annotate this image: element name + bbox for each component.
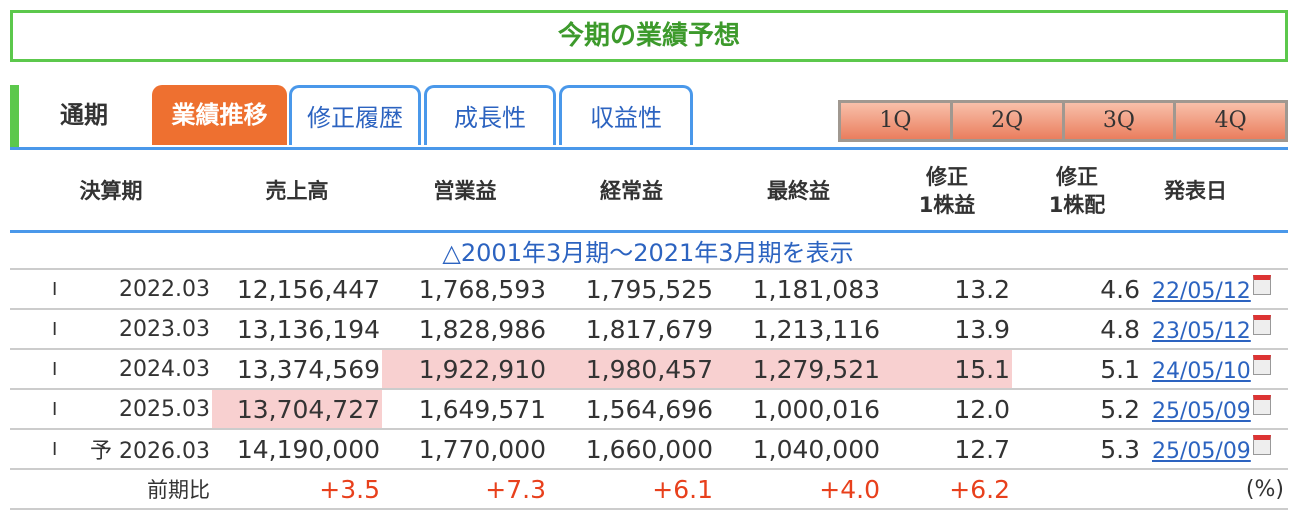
div-cell: 4.6 bbox=[1012, 269, 1142, 310]
div-cell: 5.2 bbox=[1012, 389, 1142, 430]
sales-cell: 13,704,727 bbox=[212, 389, 382, 430]
header-sales: 売上高 bbox=[265, 178, 329, 203]
op-cell: 1,922,910 bbox=[382, 349, 548, 390]
period-value: 2022.03 bbox=[119, 276, 210, 302]
sales-cell: 12,156,447 bbox=[212, 269, 382, 310]
sales-cell: 13,136,194 bbox=[212, 309, 382, 350]
date-cell: 22/05/12 bbox=[1142, 269, 1288, 310]
table-row: I 2023.03 13,136,194 1,828,986 1,817,679 1,2… bbox=[10, 309, 1288, 350]
eps-cell: 15.1 bbox=[882, 349, 1012, 390]
table-row: I 2024.03 13,374,569 1,922,910 1,980,457 1,2… bbox=[10, 349, 1288, 390]
earnings-table: 決算期 売上高 営業益 経常益 最終益 修正 1株益 修正 1株配 発表日 △2001年3月期… bbox=[10, 151, 1288, 510]
header-period: 決算期 bbox=[79, 178, 143, 203]
row-marker: I bbox=[10, 309, 70, 350]
date-cell: 25/05/09 bbox=[1142, 429, 1288, 470]
header-announce-date: 発表日 bbox=[1164, 178, 1227, 203]
sales-cell: 14,190,000 bbox=[212, 429, 382, 470]
announce-date-link[interactable]: 25/05/09 bbox=[1152, 438, 1251, 464]
pdf-icon[interactable] bbox=[1252, 354, 1271, 375]
date-cell: 25/05/09 bbox=[1142, 389, 1288, 430]
ratio-op: +7.3 bbox=[382, 469, 548, 510]
header-net-profit: 最終益 bbox=[767, 178, 830, 203]
ratio-label: 前期比 bbox=[10, 469, 212, 510]
tab-performance-trend[interactable]: 業績推移 bbox=[152, 85, 287, 145]
announce-date-link[interactable]: 25/05/09 bbox=[1152, 398, 1251, 424]
period-value: 2023.03 bbox=[119, 316, 210, 342]
eps-cell: 13.9 bbox=[882, 309, 1012, 350]
eps-cell: 12.0 bbox=[882, 389, 1012, 430]
op-cell: 1,828,986 bbox=[382, 309, 548, 350]
row-marker: I bbox=[10, 429, 70, 470]
header-revised-dividend: 修正 1株配 bbox=[1048, 164, 1106, 217]
net-cell: 1,000,016 bbox=[715, 389, 882, 430]
ratio-net: +4.0 bbox=[715, 469, 882, 510]
eps-cell: 12.7 bbox=[882, 429, 1012, 470]
period-cell: 2022.03 bbox=[70, 269, 212, 310]
ord-cell: 1,817,679 bbox=[548, 309, 715, 350]
date-cell: 23/05/12 bbox=[1142, 309, 1288, 350]
ord-cell: 1,660,000 bbox=[548, 429, 715, 470]
ord-cell: 1,795,525 bbox=[548, 269, 715, 310]
announce-date-link[interactable]: 22/05/12 bbox=[1152, 278, 1251, 304]
announce-date-link[interactable]: 23/05/12 bbox=[1152, 318, 1251, 344]
header-ordinary-profit: 経常益 bbox=[600, 178, 663, 203]
period-value: 2025.03 bbox=[119, 396, 210, 422]
sales-cell: 13,374,569 bbox=[212, 349, 382, 390]
tab-growth[interactable]: 成長性 bbox=[424, 85, 556, 145]
pdf-icon[interactable] bbox=[1252, 434, 1271, 455]
op-cell: 1,768,593 bbox=[382, 269, 548, 310]
ratio-sales: +3.5 bbox=[212, 469, 382, 510]
q2-button[interactable]: 2Q bbox=[952, 103, 1062, 139]
div-cell: 5.1 bbox=[1012, 349, 1142, 390]
table-row: I 2025.03 13,704,727 1,649,571 1,564,696 1,0… bbox=[10, 389, 1288, 430]
ratio-eps: +6.2 bbox=[882, 469, 1012, 510]
period-cell: 予 2026.03 bbox=[70, 429, 212, 470]
period-cell: 2024.03 bbox=[70, 349, 212, 390]
period-cell: 2025.03 bbox=[70, 389, 212, 430]
q4-button[interactable]: 4Q bbox=[1176, 103, 1285, 139]
tab-revision-history[interactable]: 修正履歴 bbox=[289, 85, 421, 145]
pdf-icon[interactable] bbox=[1252, 394, 1271, 415]
forecast-label: 予 bbox=[90, 439, 113, 464]
ord-cell: 1,980,457 bbox=[548, 349, 715, 390]
header-revised-eps: 修正 1株益 bbox=[918, 164, 976, 217]
div-cell: 5.3 bbox=[1012, 429, 1142, 470]
header-operating-profit: 営業益 bbox=[433, 178, 497, 203]
q1-button[interactable]: 1Q bbox=[841, 103, 950, 139]
net-cell: 1,181,083 bbox=[715, 269, 882, 310]
page-title: 今期の業績予想 bbox=[10, 10, 1288, 62]
ratio-ord: +6.1 bbox=[548, 469, 715, 510]
row-marker: I bbox=[10, 349, 70, 390]
row-marker: I bbox=[10, 269, 70, 310]
period-value: 2026.03 bbox=[119, 439, 210, 464]
ratio-row: 前期比 +3.5 +7.3 +6.1 +4.0 +6.2 (%) bbox=[10, 469, 1288, 510]
ord-cell: 1,564,696 bbox=[548, 389, 715, 430]
show-older-periods-link[interactable]: △2001年3月期～2021年3月期を表示 bbox=[10, 230, 1288, 270]
q3-button[interactable]: 3Q bbox=[1064, 103, 1174, 139]
net-cell: 1,213,116 bbox=[715, 309, 882, 350]
quarter-buttons: 1Q 2Q 3Q 4Q bbox=[838, 100, 1288, 142]
accent-bar bbox=[10, 85, 19, 148]
op-cell: 1,649,571 bbox=[382, 389, 548, 430]
pdf-icon[interactable] bbox=[1252, 314, 1271, 335]
ratio-unit: (%) bbox=[1142, 469, 1288, 510]
tab-full-year[interactable]: 通期 bbox=[60, 101, 108, 129]
eps-cell: 13.2 bbox=[882, 269, 1012, 310]
pdf-icon[interactable] bbox=[1252, 274, 1271, 295]
period-cell: 2023.03 bbox=[70, 309, 212, 350]
date-cell: 24/05/10 bbox=[1142, 349, 1288, 390]
announce-date-link[interactable]: 24/05/10 bbox=[1152, 358, 1251, 384]
table-row: I 2022.03 12,156,447 1,768,593 1,795,525 1,1… bbox=[10, 269, 1288, 310]
tab-profitability[interactable]: 収益性 bbox=[559, 85, 693, 145]
net-cell: 1,040,000 bbox=[715, 429, 882, 470]
op-cell: 1,770,000 bbox=[382, 429, 548, 470]
div-cell: 4.8 bbox=[1012, 309, 1142, 350]
divider bbox=[10, 147, 1288, 150]
net-cell: 1,279,521 bbox=[715, 349, 882, 390]
row-marker: I bbox=[10, 389, 70, 430]
period-value: 2024.03 bbox=[119, 356, 210, 382]
